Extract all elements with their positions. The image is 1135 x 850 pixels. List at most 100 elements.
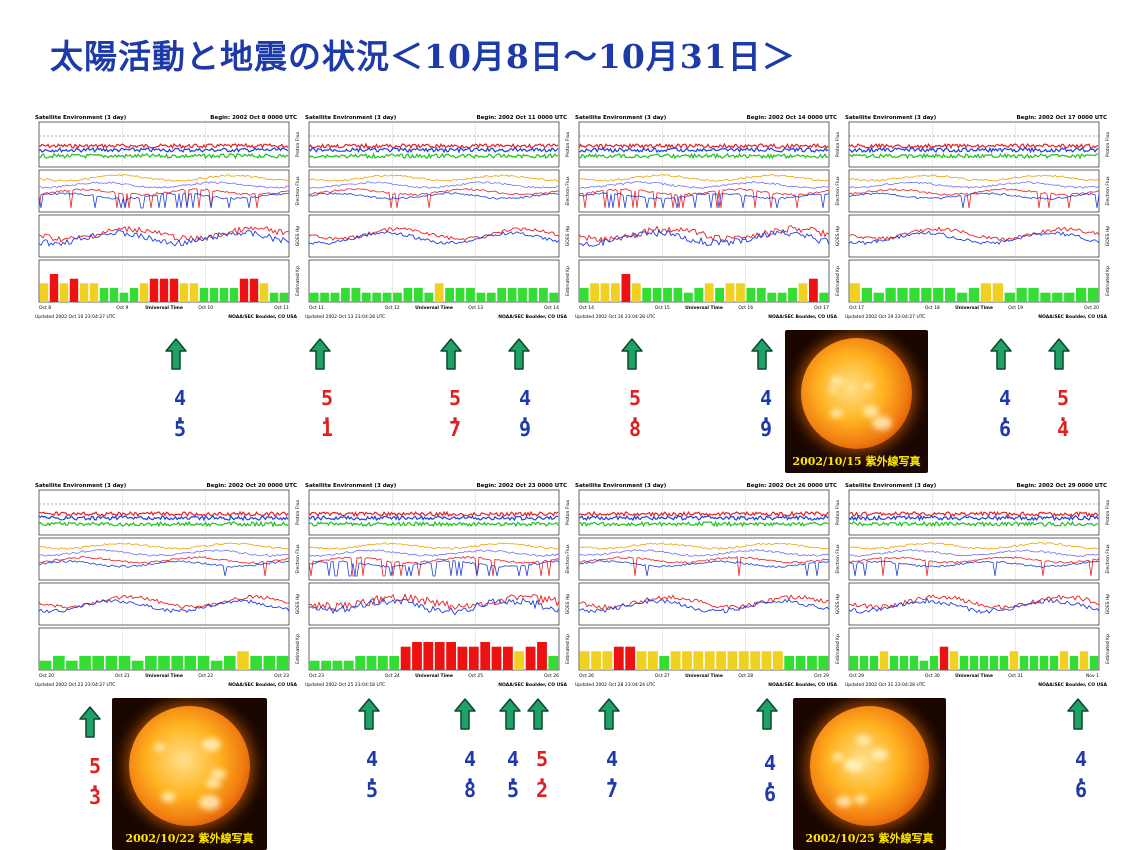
earthquake-magnitude: 4.5 xyxy=(498,748,528,802)
subplot-frame xyxy=(848,214,1100,258)
active-region xyxy=(160,791,177,803)
page-title: 太陽活動と地震の状況＜10月8日～10月31日＞ xyxy=(50,37,796,76)
kp-bar xyxy=(899,656,909,670)
electron-flux-line xyxy=(38,188,290,209)
updated-label: Updated 2002 Oct 13 23:04:28 UTC xyxy=(305,314,385,320)
earthquake-magnitude: 4.6 xyxy=(755,752,785,806)
magnitude-integer: 5 xyxy=(628,386,642,410)
electron-flux-line xyxy=(308,188,560,209)
electron-flux-line xyxy=(848,556,1100,577)
earthquake-magnitude: 5.4 xyxy=(1048,387,1078,441)
day-tick-label: Oct 17 xyxy=(849,305,864,311)
earthquake-magnitude: 4.7 xyxy=(597,748,627,802)
electron-flux-line xyxy=(578,560,830,577)
proton-flux-line xyxy=(38,152,289,160)
goes-hp-line xyxy=(308,230,560,245)
arrow-shape xyxy=(454,698,476,730)
kp-bar xyxy=(784,656,795,670)
x-axis-label: Universal Time xyxy=(415,673,453,679)
subplot-ylabel: Estimated Kp xyxy=(295,634,301,664)
updated-label: Updated 2002 Oct 19 23:04:27 UTC xyxy=(845,314,925,320)
kp-bar xyxy=(382,292,392,302)
updated-label: Updated 2002 Oct 25 23:04:18 UTC xyxy=(305,682,385,688)
kp-bar xyxy=(79,656,91,670)
panel-heading: Satellite Environment (3 day) xyxy=(35,483,127,489)
earthquake-magnitude: 5.3 xyxy=(80,755,110,809)
kp-bar xyxy=(807,656,817,670)
kp-bar xyxy=(756,288,766,302)
electron-flux-line xyxy=(578,555,829,577)
subplot-frame xyxy=(578,259,830,303)
magnitude-decimal: 9 xyxy=(759,417,773,441)
panel-svg: Satellite Environment (3 day) Begin: 2002… xyxy=(305,483,571,688)
kp-bar xyxy=(445,288,454,302)
proton-flux-line xyxy=(578,520,829,528)
earthquake-magnitude: 4.5 xyxy=(357,748,387,802)
kp-bar xyxy=(933,288,944,302)
kp-bar xyxy=(773,651,783,670)
kp-bar xyxy=(434,283,444,302)
goes-hp-line xyxy=(38,225,290,243)
goes-hp-line xyxy=(578,228,830,247)
credit-label: NOAA/SEC Boulder, CO USA xyxy=(1038,682,1107,688)
electron-flux-line xyxy=(39,556,290,577)
magnitude-integer: 5 xyxy=(448,386,462,410)
kp-bar xyxy=(276,656,289,670)
kp-bar xyxy=(767,292,777,302)
magnitude-integer: 4 xyxy=(998,386,1012,410)
kp-bar xyxy=(919,660,929,670)
kp-bar xyxy=(525,646,536,670)
kp-bar xyxy=(159,278,169,302)
electron-flux-line xyxy=(578,174,830,182)
panel-svg: Satellite Environment (3 day) Begin: 2002… xyxy=(575,115,841,320)
active-region xyxy=(201,738,221,752)
magnitude-integer: 4 xyxy=(759,386,773,410)
day-tick-label: Oct 19 xyxy=(1008,305,1023,311)
satellite-environment-panel: Satellite Environment (3 day) Begin: 2002… xyxy=(845,112,1115,322)
proton-flux-line xyxy=(38,142,289,150)
kp-bar xyxy=(476,292,486,302)
subplot-ylabel: Proton Flux xyxy=(295,132,301,158)
electron-flux-line xyxy=(848,192,1100,209)
up-arrow-icon xyxy=(454,698,476,730)
kp-bar xyxy=(636,651,647,670)
magnitude-decimal: 1 xyxy=(320,417,334,441)
proton-flux-line xyxy=(848,152,1099,160)
panel-svg: Satellite Environment (3 day) Begin: 2002… xyxy=(35,115,301,320)
kp-bar xyxy=(1079,651,1089,670)
subplot-ylabel: Estimated Kp xyxy=(565,634,571,664)
kp-bar xyxy=(400,646,411,670)
proton-flux-line xyxy=(848,514,1099,522)
day-tick-label: Oct 16 xyxy=(738,305,753,311)
goes-hp-line xyxy=(38,598,290,614)
proton-flux-line xyxy=(38,520,289,528)
day-tick-label: Oct 12 xyxy=(385,305,400,311)
arrow-shape xyxy=(165,338,187,370)
panel-begin-label: Begin: 2002 Oct 26 0000 UTC xyxy=(746,483,837,489)
kp-bar xyxy=(549,292,559,302)
subplot-frame xyxy=(578,627,830,671)
kp-bar xyxy=(727,651,738,670)
kp-bar xyxy=(131,660,144,670)
electron-flux-line xyxy=(578,191,830,209)
proton-flux-line xyxy=(308,520,559,528)
kp-bar xyxy=(412,642,422,670)
electron-flux-line xyxy=(308,560,560,577)
kp-bar xyxy=(777,292,787,302)
x-axis-label: Universal Time xyxy=(955,305,993,311)
kp-bar xyxy=(219,288,229,302)
kp-bar xyxy=(819,292,829,302)
proton-flux-line xyxy=(578,147,829,154)
up-arrow-icon xyxy=(440,338,462,370)
subplot-frame xyxy=(308,169,560,213)
subplot-frame xyxy=(578,214,830,258)
x-axis-label: Universal Time xyxy=(955,673,993,679)
kp-bar xyxy=(818,656,829,670)
day-tick-label: Oct 15 xyxy=(655,305,670,311)
panel-begin-label: Begin: 2002 Oct 8 0000 UTC xyxy=(210,115,297,121)
proton-flux-line xyxy=(38,510,289,518)
panel-svg: Satellite Environment (3 day) Begin: 2002… xyxy=(35,483,301,688)
day-tick-label: Oct 28 xyxy=(738,673,753,679)
sun-uv-photo: 2002/10/15 紫外線写真 xyxy=(785,330,928,473)
arrow-shape xyxy=(990,338,1012,370)
